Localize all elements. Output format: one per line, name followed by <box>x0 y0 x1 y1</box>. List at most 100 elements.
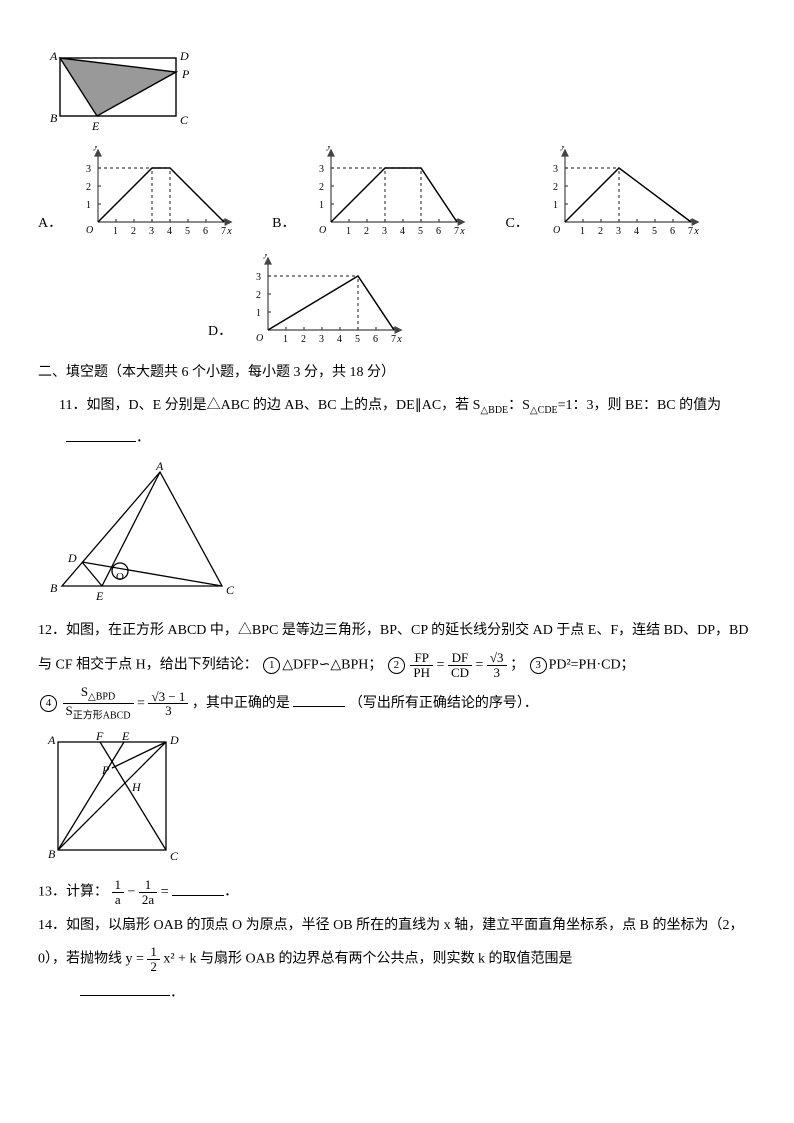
svg-text:2: 2 <box>86 182 91 193</box>
q12-line1: 12．如图，在正方形 ABCD 中，△BPC 是等边三角形，BP、CP 的延长线… <box>38 618 756 645</box>
option-label: A． <box>38 211 62 238</box>
q12-c1: △DFP∽△BPH； <box>282 657 382 672</box>
svg-text:B: B <box>48 847 56 861</box>
svg-text:4: 4 <box>400 226 405 237</box>
eq1: = <box>437 657 448 672</box>
q11-sub2: △CDE <box>530 404 558 415</box>
svg-text:6: 6 <box>436 226 441 237</box>
svg-text:4: 4 <box>167 226 172 237</box>
q14-l2b: x² + k 与扇形 OAB 的边界总有两个公共点，则实数 k 的取值范围是 <box>163 952 572 967</box>
q12-figure: A B C D F E P H <box>42 728 756 868</box>
rect-svg: A B C D E P <box>42 46 192 136</box>
svg-text:B: B <box>50 581 58 595</box>
q13-frac1: 1a <box>112 878 125 906</box>
svg-text:F: F <box>95 729 104 743</box>
q12-frac3: √33 <box>487 651 507 679</box>
svg-text:P: P <box>181 67 190 81</box>
svg-text:3: 3 <box>256 272 261 283</box>
q10-option-a[interactable]: A． 1234567123Oxy <box>38 146 236 238</box>
svg-text:E: E <box>91 119 100 133</box>
q14-blank[interactable] <box>80 980 170 996</box>
svg-text:6: 6 <box>203 226 208 237</box>
graph-a: 1234567123Oxy <box>76 146 236 238</box>
svg-text:1: 1 <box>283 334 288 345</box>
svg-text:y: y <box>93 146 99 151</box>
svg-text:D: D <box>67 551 77 565</box>
svg-text:3: 3 <box>319 334 324 345</box>
svg-text:y: y <box>263 254 269 259</box>
svg-text:3: 3 <box>149 226 154 237</box>
circ-1: 1 <box>263 657 280 674</box>
svg-text:O: O <box>319 225 326 236</box>
q10-option-b[interactable]: B． 1234567123Oxy <box>272 146 469 238</box>
q11-figure: A B C D E O <box>42 458 756 608</box>
svg-text:C: C <box>180 113 189 127</box>
svg-text:7: 7 <box>454 226 459 237</box>
svg-text:1: 1 <box>580 226 585 237</box>
svg-text:3: 3 <box>86 164 91 175</box>
q12-frac5: √3 − 13 <box>148 690 188 718</box>
svg-text:3: 3 <box>616 226 621 237</box>
svg-text:7: 7 <box>221 226 226 237</box>
svg-text:y: y <box>560 146 566 151</box>
svg-text:2: 2 <box>553 182 558 193</box>
circ-2: 2 <box>388 657 405 674</box>
svg-text:E: E <box>121 729 130 743</box>
q10-option-c[interactable]: C． 1234567123Oxy <box>505 146 702 238</box>
option-label: B． <box>272 211 295 238</box>
q11-c: =1：3，则 BE：BC 的值为 <box>558 398 721 413</box>
circ-3: 3 <box>530 657 547 674</box>
q12-tail: ，其中正确的是 <box>192 696 290 711</box>
svg-text:1: 1 <box>553 200 558 211</box>
section2-heading: 二、填空题（本大题共 6 个小题，每小题 3 分，共 18 分） <box>38 360 756 387</box>
q12-blank[interactable] <box>293 691 345 707</box>
svg-text:D: D <box>179 49 189 63</box>
svg-text:1: 1 <box>319 200 324 211</box>
svg-text:1: 1 <box>256 308 261 319</box>
q12-line2: 与 CF 相交于点 H，给出下列结论： 1△DFP∽△BPH； 2 FPPH =… <box>38 651 756 679</box>
svg-text:5: 5 <box>652 226 657 237</box>
graph-b: 1234567123Oxy <box>309 146 469 238</box>
svg-text:H: H <box>131 780 142 794</box>
q12-frac4: S△BPD S正方形ABCD <box>63 685 134 722</box>
eq2: = <box>476 657 487 672</box>
svg-text:5: 5 <box>185 226 190 237</box>
q13-minus: − <box>128 885 139 900</box>
svg-text:E: E <box>95 589 104 603</box>
svg-text:x: x <box>396 334 402 345</box>
q12-frac1: FPPH <box>410 651 433 679</box>
option-label: C． <box>505 211 528 238</box>
svg-text:3: 3 <box>553 164 558 175</box>
svg-text:A: A <box>47 733 56 747</box>
q12-frac2: DFCD <box>448 651 472 679</box>
svg-text:2: 2 <box>301 334 306 345</box>
q11-a: 11．如图，D、E 分别是△ABC 的边 AB、BC 上的点，DE∥AC，若 S <box>59 398 480 413</box>
svg-text:1: 1 <box>113 226 118 237</box>
svg-text:C: C <box>170 849 179 863</box>
q14-blank-line: ． <box>80 980 756 1007</box>
svg-text:7: 7 <box>391 334 396 345</box>
q10-option-d[interactable]: D． 1234567123Oxy <box>208 254 406 346</box>
svg-text:A: A <box>49 49 58 63</box>
q11-text: 11．如图，D、E 分别是△ABC 的边 AB、BC 上的点，DE∥AC，若 S… <box>38 393 756 420</box>
svg-text:P: P <box>101 763 110 777</box>
svg-text:C: C <box>226 583 235 597</box>
svg-text:4: 4 <box>634 226 639 237</box>
q11-blank[interactable] <box>66 425 136 441</box>
svg-text:O: O <box>116 571 124 583</box>
q10-options-row2: D． 1234567123Oxy <box>208 254 756 346</box>
q13: 13．计算： 1a − 12a = ． <box>38 878 756 906</box>
svg-text:6: 6 <box>670 226 675 237</box>
q14-line1: 14．如图，以扇形 OAB 的顶点 O 为原点，半径 OB 所在的直线为 x 轴… <box>38 913 756 940</box>
q14-frac: 12 <box>147 945 160 973</box>
svg-text:2: 2 <box>319 182 324 193</box>
q13-blank[interactable] <box>172 879 224 895</box>
svg-text:4: 4 <box>337 334 342 345</box>
circ-4: 4 <box>40 695 57 712</box>
svg-text:O: O <box>256 333 263 344</box>
svg-text:3: 3 <box>319 164 324 175</box>
q11-sub1: △BDE <box>480 404 508 415</box>
svg-text:5: 5 <box>355 334 360 345</box>
svg-text:x: x <box>460 226 466 237</box>
svg-text:x: x <box>226 226 232 237</box>
